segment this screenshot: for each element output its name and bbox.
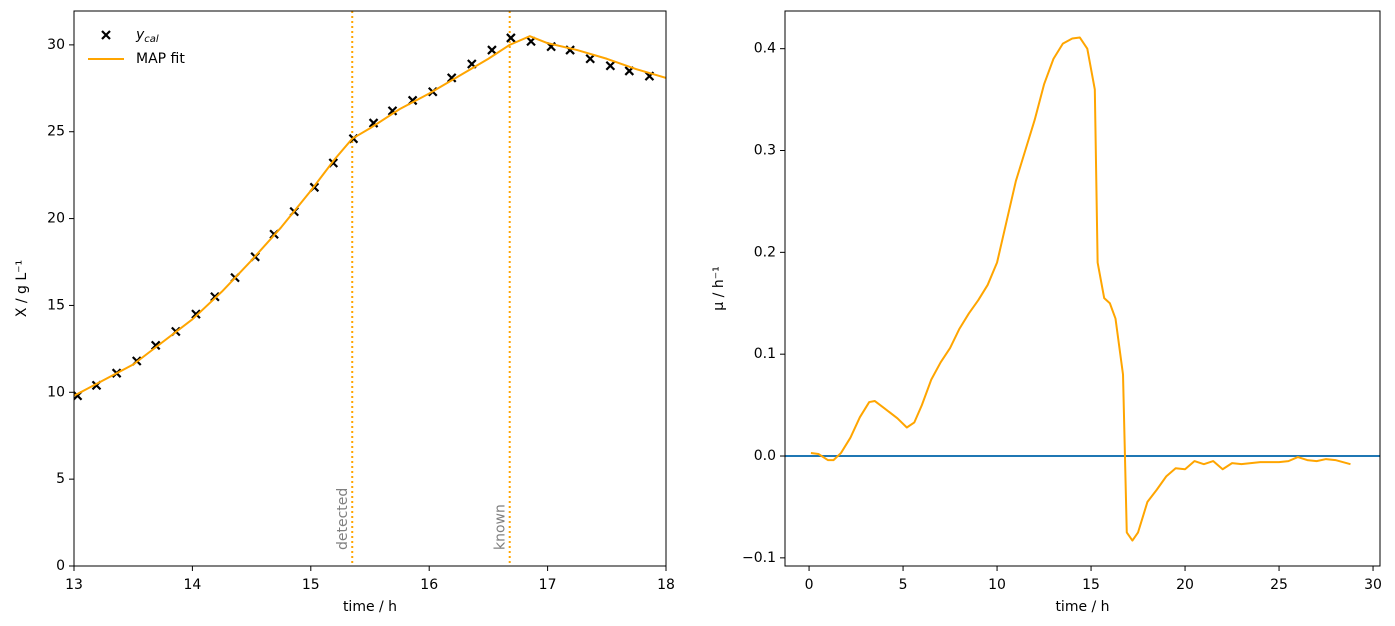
legend-label: MAP fit: [136, 51, 185, 67]
y-tick-label: 0: [56, 558, 65, 574]
x-axis-label: time / h: [343, 599, 397, 615]
legend-label: ycal: [135, 27, 159, 45]
y-tick-label: 15: [47, 297, 65, 313]
y-tick-label: 0.0: [754, 448, 776, 464]
event-label: detected: [335, 488, 351, 550]
data-line: [74, 35, 666, 397]
y-tick-label: −0.1: [742, 550, 776, 566]
data-point: [585, 53, 596, 64]
y-tick-label: 10: [47, 384, 65, 400]
x-axis-label: time / h: [1055, 599, 1109, 615]
x-tick-label: 25: [1270, 577, 1288, 593]
y-tick-label: 0.2: [754, 244, 776, 260]
x-tick-label: 15: [1082, 577, 1100, 593]
x-tick-label: 20: [1176, 577, 1194, 593]
data-point: [150, 340, 161, 351]
axes-frame: [73, 10, 667, 567]
data-point: [191, 309, 201, 319]
plot-area: [74, 11, 666, 566]
x-tick-label: 10: [988, 577, 1006, 593]
legend-marker: [101, 30, 111, 40]
y-tick-label: 0.3: [754, 143, 776, 159]
legend-label-sub: cal: [144, 34, 159, 45]
plot-area: [785, 36, 1380, 542]
x-tick-label: 30: [1364, 577, 1382, 593]
x-tick-label: 5: [899, 577, 908, 593]
x-tick-label: 0: [805, 577, 814, 593]
y-tick-label: 5: [56, 471, 65, 487]
x-tick-label: 15: [302, 577, 320, 593]
data-point: [487, 45, 497, 55]
y-axis-label: μ / h⁻¹: [711, 266, 727, 310]
data-point: [446, 73, 457, 83]
axes: 13 14 15 16 17 18 0 5 10 15 20 25 30 time / h X / g L⁻…: [14, 10, 675, 615]
x-tick-label: 17: [539, 577, 557, 593]
x-tick-label: 18: [657, 577, 675, 593]
legend-label-main: y: [135, 27, 145, 43]
data-point: [506, 33, 516, 43]
x-tick-label: 13: [65, 577, 83, 593]
axes: 0 5 10 15 20 25 30 −0.1 0.0 0.1 0.2 0.3 0.4 time / h μ…: [711, 10, 1382, 615]
data-point: [387, 106, 398, 116]
y-tick-label: 0.4: [754, 41, 776, 57]
y-tick-label: 30: [47, 37, 65, 53]
y-tick-label: 0.1: [754, 346, 776, 362]
data-point: [368, 118, 379, 128]
y-tick-label: 20: [47, 211, 65, 227]
axes-frame: [784, 10, 1381, 567]
data-line: [810, 36, 1351, 542]
event-label: known: [493, 504, 509, 550]
y-axis-label: X / g L⁻¹: [14, 260, 30, 317]
data-point: [605, 60, 616, 71]
y-tick-label: 25: [47, 124, 65, 140]
x-tick-label: 14: [183, 577, 201, 593]
x-tick-label: 16: [420, 577, 438, 593]
